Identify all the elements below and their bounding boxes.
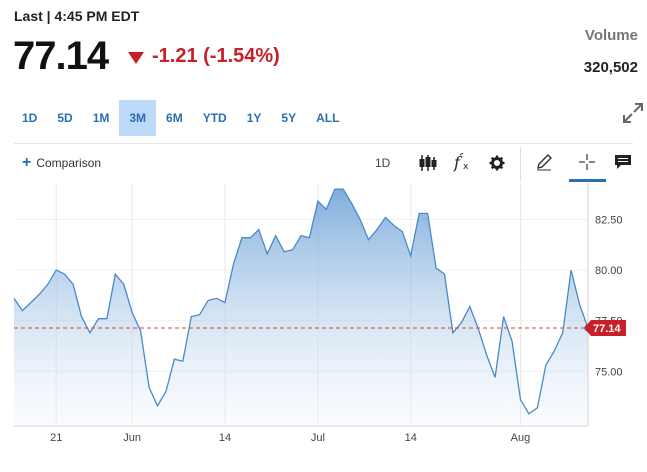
svg-text:x: x [463, 162, 469, 172]
pencil-draw-icon[interactable] [535, 153, 553, 171]
gear-icon[interactable] [489, 155, 505, 171]
range-5y[interactable]: 5Y [281, 111, 297, 125]
plus-icon: + [22, 154, 32, 171]
last-price-label: 77.14 [593, 323, 621, 335]
price-change-value: -1.21 (-1.54%) [152, 45, 280, 67]
candlestick-icon[interactable] [418, 154, 438, 172]
svg-text:f: f [453, 153, 463, 172]
toolbar-divider [14, 143, 633, 144]
range-1m[interactable]: 1M [92, 111, 110, 125]
price-line [13, 188, 589, 415]
x-tick-label: 21 [50, 432, 62, 444]
price-area-fill [14, 189, 588, 426]
y-tick-label: 80.00 [595, 265, 623, 277]
comment-icon[interactable] [614, 154, 632, 170]
range-1y[interactable]: 1Y [246, 111, 262, 125]
range-6m[interactable]: 6M [166, 111, 183, 125]
crosshair-active-indicator [569, 179, 606, 182]
fx-indicator-icon[interactable]: f x [453, 152, 473, 172]
x-tick-label: Jul [311, 432, 325, 444]
range-5d[interactable]: 5D [57, 111, 73, 125]
comparison-label: Comparison [36, 156, 102, 170]
range-ytd[interactable]: YTD [202, 111, 227, 125]
range-1d[interactable]: 1D [22, 111, 38, 125]
x-tick-label: Jun [123, 432, 141, 444]
last-price-badge [584, 319, 626, 336]
last-updated: Last | 4:45 PM EDT [14, 8, 140, 24]
range-3m[interactable]: 3M [119, 100, 157, 136]
time-range-selector: 1D 5D 1M 3M 6M YTD 1Y 5Y ALL [12, 100, 349, 136]
x-tick-label: Aug [511, 432, 531, 444]
expand-icon[interactable] [621, 101, 645, 125]
crosshair-icon[interactable] [578, 153, 596, 171]
current-price: 77.14 [13, 34, 109, 78]
x-tick-label: 14 [405, 432, 417, 444]
volume-label: Volume [584, 27, 638, 44]
interval-button[interactable]: 1D [375, 156, 391, 170]
down-arrow-icon [128, 51, 144, 64]
comparison-button[interactable]: + Comparison [22, 154, 102, 171]
range-all[interactable]: ALL [316, 111, 340, 125]
y-tick-label: 75.00 [595, 366, 623, 378]
toolbar-vertical-divider [520, 147, 521, 181]
price-change: -1.21 (-1.54%) [128, 45, 280, 68]
x-tick-label: 14 [219, 432, 231, 444]
y-tick-label: 82.50 [595, 214, 623, 226]
volume-value: 320,502 [583, 59, 638, 76]
